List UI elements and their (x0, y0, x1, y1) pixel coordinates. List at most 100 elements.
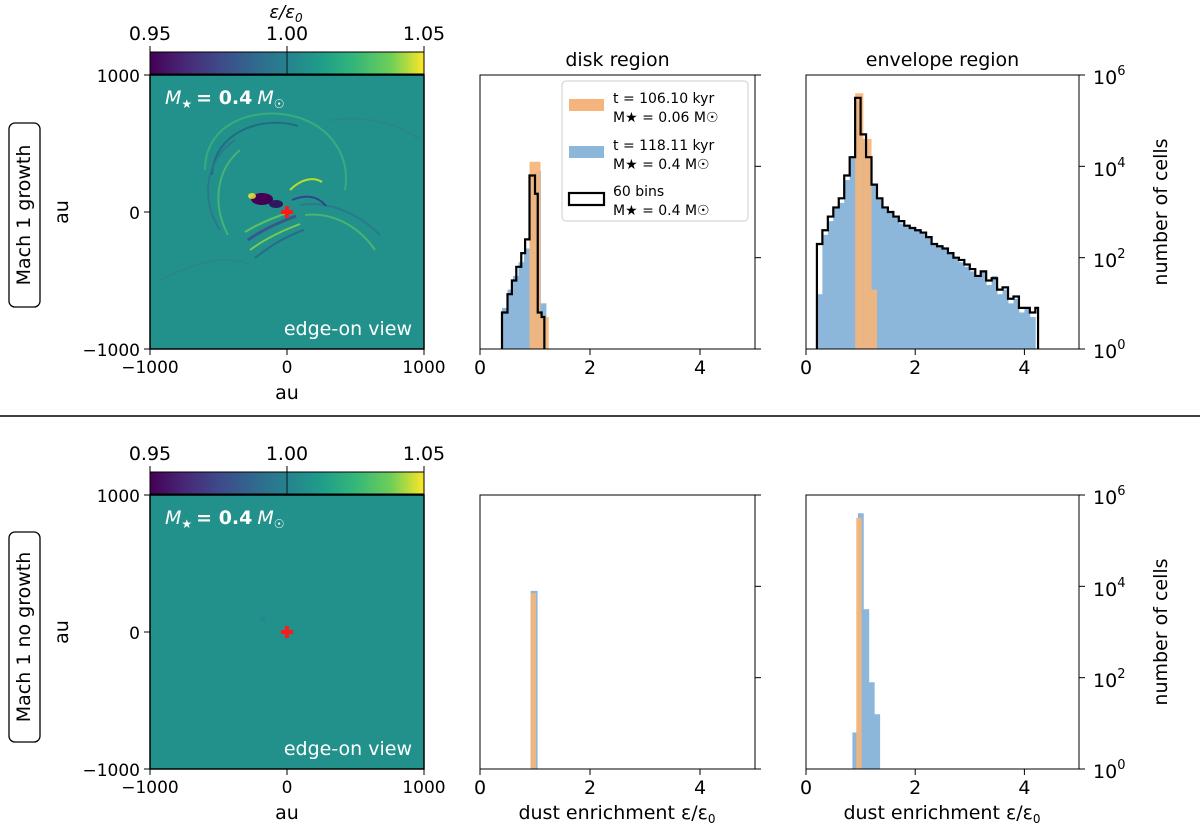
hist-bar-blue (904, 225, 911, 349)
hist-bar-blue (833, 207, 840, 349)
hist-xtick: 2 (584, 777, 596, 799)
hist-bar-blue (898, 223, 905, 349)
hist-bar-blue (871, 184, 878, 349)
map-ytick: −1000 (82, 341, 140, 361)
colorbar-tick: 1.05 (403, 443, 445, 465)
hist-bar-orange (530, 593, 537, 769)
map-annotation: edge-on view (284, 318, 412, 340)
hist-bar-blue (849, 157, 856, 349)
hist-xtick: 0 (800, 357, 812, 379)
hist-bar-blue (1002, 289, 1009, 349)
map-xlabel: au (275, 382, 299, 404)
hist-ytick: 100 (1093, 338, 1125, 363)
star-marker (281, 206, 293, 218)
hist-bar-blue (863, 609, 870, 769)
legend-swatch-outline (567, 191, 606, 207)
hist-bar-blue (844, 180, 851, 349)
hist-ytick: 106 (1093, 64, 1125, 89)
hist-step-outline (500, 174, 546, 349)
hist-bar-blue (991, 275, 998, 349)
hist-yaxis-top: 106 104 102 100 number of cells (1093, 64, 1172, 363)
hist-xtick: 2 (909, 357, 921, 379)
hist-bar-blue (969, 271, 976, 349)
hist-xtick: 2 (909, 777, 921, 799)
map-ytick: 1000 (97, 487, 140, 507)
map-xtick: 0 (282, 778, 293, 798)
hist-xtick: 2 (584, 357, 596, 379)
hist-bar-blue (937, 246, 943, 349)
legend-entry: M★ = 0.06 M☉ (613, 110, 719, 126)
row-label: Mach 1 no growth (13, 552, 35, 723)
legend-swatch-orange (569, 99, 604, 111)
hist-bar-blue (980, 271, 987, 349)
legend-entry: t = 118.11 kyr (613, 138, 714, 154)
colorbar-tick: 0.95 (129, 443, 171, 465)
hist-bar-blue (920, 232, 927, 349)
hist-bar-blue (893, 216, 900, 349)
map-ytick: −1000 (82, 761, 140, 781)
hist-bar-blue (986, 285, 993, 349)
hist-xlabel: dust enrichment ε/ε0 (518, 802, 715, 826)
colorbar-bottom: 0.95 1.00 1.05 (129, 443, 445, 495)
map-xtick: 1000 (402, 778, 445, 798)
hist-step-outline (815, 96, 1040, 349)
hist-bar-blue (953, 257, 960, 349)
hist-bar-blue (827, 221, 834, 349)
hist-bar-blue (1024, 307, 1031, 349)
hist-xtick: 0 (474, 777, 486, 799)
hist-yaxis-bottom: 106 104 102 100 number of cells (1093, 484, 1172, 783)
legend: t = 106.10 kyr M★ = 0.06 M☉ t = 118.11 k… (561, 80, 749, 222)
map-ytick: 0 (129, 204, 140, 224)
colorbar-tick: 1.00 (266, 23, 308, 45)
hist-envelope-growth: 0 2 4 envelope region (800, 49, 1085, 379)
hist-envelope-no-growth: 0 2 4 (800, 494, 1085, 799)
hist-disk-growth: 0 2 4 disk region (474, 49, 761, 379)
colorbar-tick: 1.05 (403, 23, 445, 45)
star-marker (281, 626, 293, 638)
hist-frame (479, 74, 756, 350)
hist-bar-orange (529, 161, 541, 349)
hist-bar-blue (518, 262, 525, 349)
row-label-no-growth: Mach 1 no growth (8, 531, 41, 743)
map-annotation: edge-on view (284, 738, 412, 760)
hist-xtick: 0 (474, 357, 486, 379)
hist-bar-blue (838, 202, 845, 349)
hist-xlabel: dust enrichment ε/ε0 (843, 802, 1040, 826)
hist-ytick: 104 (1093, 156, 1125, 181)
hist-bar-blue (882, 207, 889, 349)
hist-bar-blue (942, 248, 949, 349)
hist-ytick: 106 (1093, 484, 1125, 509)
hist-frame (805, 74, 1080, 350)
hist-title: envelope region (866, 49, 1019, 71)
map-axes-no-growth: 1000 0 −1000 −1000 0 1000 au au (51, 487, 446, 824)
mass-label: M★ = 0.4 M☉ (165, 507, 285, 531)
row-label-growth: Mach 1 growth (8, 122, 41, 308)
map-ytick: 0 (129, 624, 140, 644)
hist-bar-blue (513, 275, 519, 349)
hist-bar-blue (868, 682, 875, 769)
hist-bar-blue (975, 275, 982, 349)
hist-bar-blue (1029, 317, 1036, 349)
hist-ytick: 100 (1093, 758, 1125, 783)
hist-bar-blue (926, 237, 932, 349)
legend-entry: 60 bins (613, 184, 664, 200)
hist-ytick: 102 (1093, 247, 1125, 272)
hist-disk-no-growth: 0 2 4 (474, 494, 761, 799)
hist-bar-orange (871, 289, 877, 349)
map-axes-growth: 1000 0 −1000 −1000 0 1000 au au (51, 67, 446, 404)
hist-bar-blue (822, 234, 829, 349)
hist-bar-orange (856, 517, 862, 769)
map-ylabel: au (51, 200, 73, 224)
colorbar-top: 0.95 1.00 1.05 ε/ε0 (129, 2, 445, 75)
dust-map-growth: M★ = 0.4 M☉ edge-on view (149, 74, 425, 350)
map-xtick: −1000 (121, 778, 179, 798)
hist-xtick: 4 (694, 357, 706, 379)
legend-entry: M★ = 0.4 M☉ (613, 203, 710, 219)
hist-title: disk region (565, 49, 669, 71)
hist-xtick: 0 (800, 777, 812, 799)
hist-bar-blue (915, 230, 922, 349)
colorbar-tick: 0.95 (129, 23, 171, 45)
hist-bar-blue (958, 262, 965, 349)
hist-bar-blue (1018, 312, 1025, 349)
